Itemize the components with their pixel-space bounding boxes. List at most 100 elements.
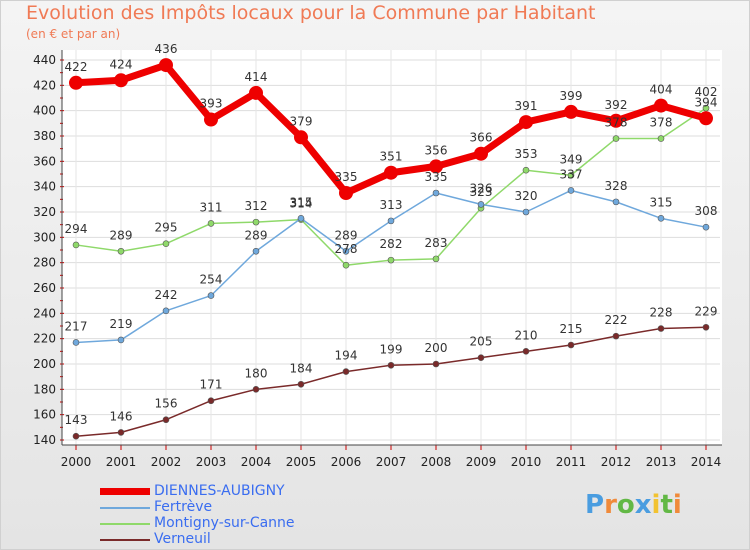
data-label: 335 — [335, 170, 358, 184]
data-label: 289 — [110, 228, 133, 242]
data-point — [612, 198, 620, 206]
x-tick-label: 2001 — [106, 455, 137, 469]
data-point — [519, 115, 533, 130]
data-point — [342, 368, 350, 375]
data-point — [564, 104, 578, 119]
x-tick-label: 2012 — [601, 455, 632, 469]
y-tick-label: 200 — [33, 357, 56, 371]
data-point — [207, 220, 215, 227]
data-label: 349 — [560, 152, 583, 166]
data-point — [432, 255, 440, 263]
data-label: 337 — [560, 167, 583, 181]
data-label: 289 — [335, 228, 358, 242]
data-point — [117, 336, 125, 344]
data-point — [204, 112, 218, 127]
data-label: 199 — [380, 342, 403, 356]
y-tick-label: 140 — [33, 433, 56, 447]
data-label: 156 — [155, 397, 178, 411]
data-point — [252, 386, 260, 393]
data-point — [159, 58, 173, 73]
logo-letter: i — [672, 490, 682, 520]
data-point — [339, 186, 353, 200]
x-tick-label: 2009 — [466, 455, 497, 469]
data-point — [207, 292, 215, 299]
data-label: 278 — [335, 242, 358, 256]
data-point — [342, 261, 350, 269]
legend-swatch — [100, 523, 150, 525]
chart-title: Evolution des Impôts locaux pour la Comm… — [26, 2, 596, 24]
y-tick-label: 360 — [33, 154, 56, 168]
data-label: 378 — [605, 116, 628, 130]
data-point — [702, 323, 710, 331]
x-tick-label: 2003 — [196, 455, 227, 469]
data-label: 215 — [560, 322, 583, 336]
x-tick-label: 2005 — [286, 455, 317, 469]
data-point — [117, 247, 125, 255]
data-point — [297, 380, 305, 388]
y-tick-label: 320 — [33, 205, 56, 219]
data-label: 315 — [650, 195, 673, 209]
legend-label: Fertrève — [154, 499, 213, 515]
logo-letter: o — [616, 490, 635, 520]
data-point — [432, 360, 440, 368]
data-label: 217 — [65, 319, 88, 333]
data-label: 351 — [380, 150, 403, 164]
x-tick-label: 2010 — [511, 455, 542, 469]
data-point — [249, 85, 263, 100]
data-label: 254 — [200, 273, 223, 287]
data-label: 219 — [110, 317, 133, 331]
data-point — [567, 341, 575, 349]
data-label: 146 — [110, 409, 133, 423]
data-label: 326 — [470, 181, 493, 195]
data-label: 399 — [560, 89, 583, 103]
x-tick-label: 2007 — [376, 455, 407, 469]
proxiti-logo: Proxiti — [585, 490, 682, 520]
data-label: 200 — [425, 341, 448, 355]
data-point — [657, 325, 665, 332]
data-point — [387, 361, 395, 369]
data-label: 222 — [605, 313, 628, 327]
data-label: 379 — [290, 114, 313, 128]
data-label: 404 — [650, 83, 673, 97]
data-point — [387, 217, 395, 225]
data-point — [699, 111, 713, 126]
data-label: 311 — [200, 200, 223, 214]
data-label: 205 — [470, 335, 493, 349]
legend-label: Verneuil — [154, 531, 211, 547]
data-point — [612, 332, 620, 340]
data-point — [294, 130, 308, 145]
data-label: 392 — [605, 98, 628, 112]
y-tick-label: 420 — [33, 78, 56, 92]
data-point — [522, 348, 530, 355]
data-label: 289 — [245, 228, 268, 242]
data-label: 353 — [515, 147, 538, 161]
data-point — [162, 240, 170, 247]
data-point — [702, 104, 710, 112]
data-point — [252, 218, 260, 226]
data-label: 424 — [110, 57, 133, 71]
data-label: 328 — [605, 179, 628, 193]
y-tick-label: 180 — [33, 382, 56, 396]
data-point — [702, 223, 710, 231]
data-label: 171 — [200, 378, 223, 392]
data-label: 294 — [65, 222, 88, 236]
data-label: 283 — [425, 236, 448, 250]
data-point — [207, 397, 215, 405]
data-point — [162, 416, 170, 424]
data-label: 393 — [200, 97, 223, 111]
data-point — [384, 165, 398, 180]
data-label: 308 — [695, 204, 718, 218]
data-point — [522, 166, 530, 174]
data-point — [654, 98, 668, 113]
data-point — [114, 73, 128, 88]
data-label: 315 — [290, 195, 313, 209]
y-tick-label: 240 — [33, 306, 56, 320]
data-label: 436 — [155, 42, 178, 56]
data-label: 391 — [515, 99, 538, 113]
data-point — [117, 429, 125, 436]
data-label: 228 — [650, 306, 673, 320]
data-point — [342, 247, 350, 255]
data-label: 320 — [515, 189, 538, 203]
data-label: 143 — [65, 413, 88, 427]
